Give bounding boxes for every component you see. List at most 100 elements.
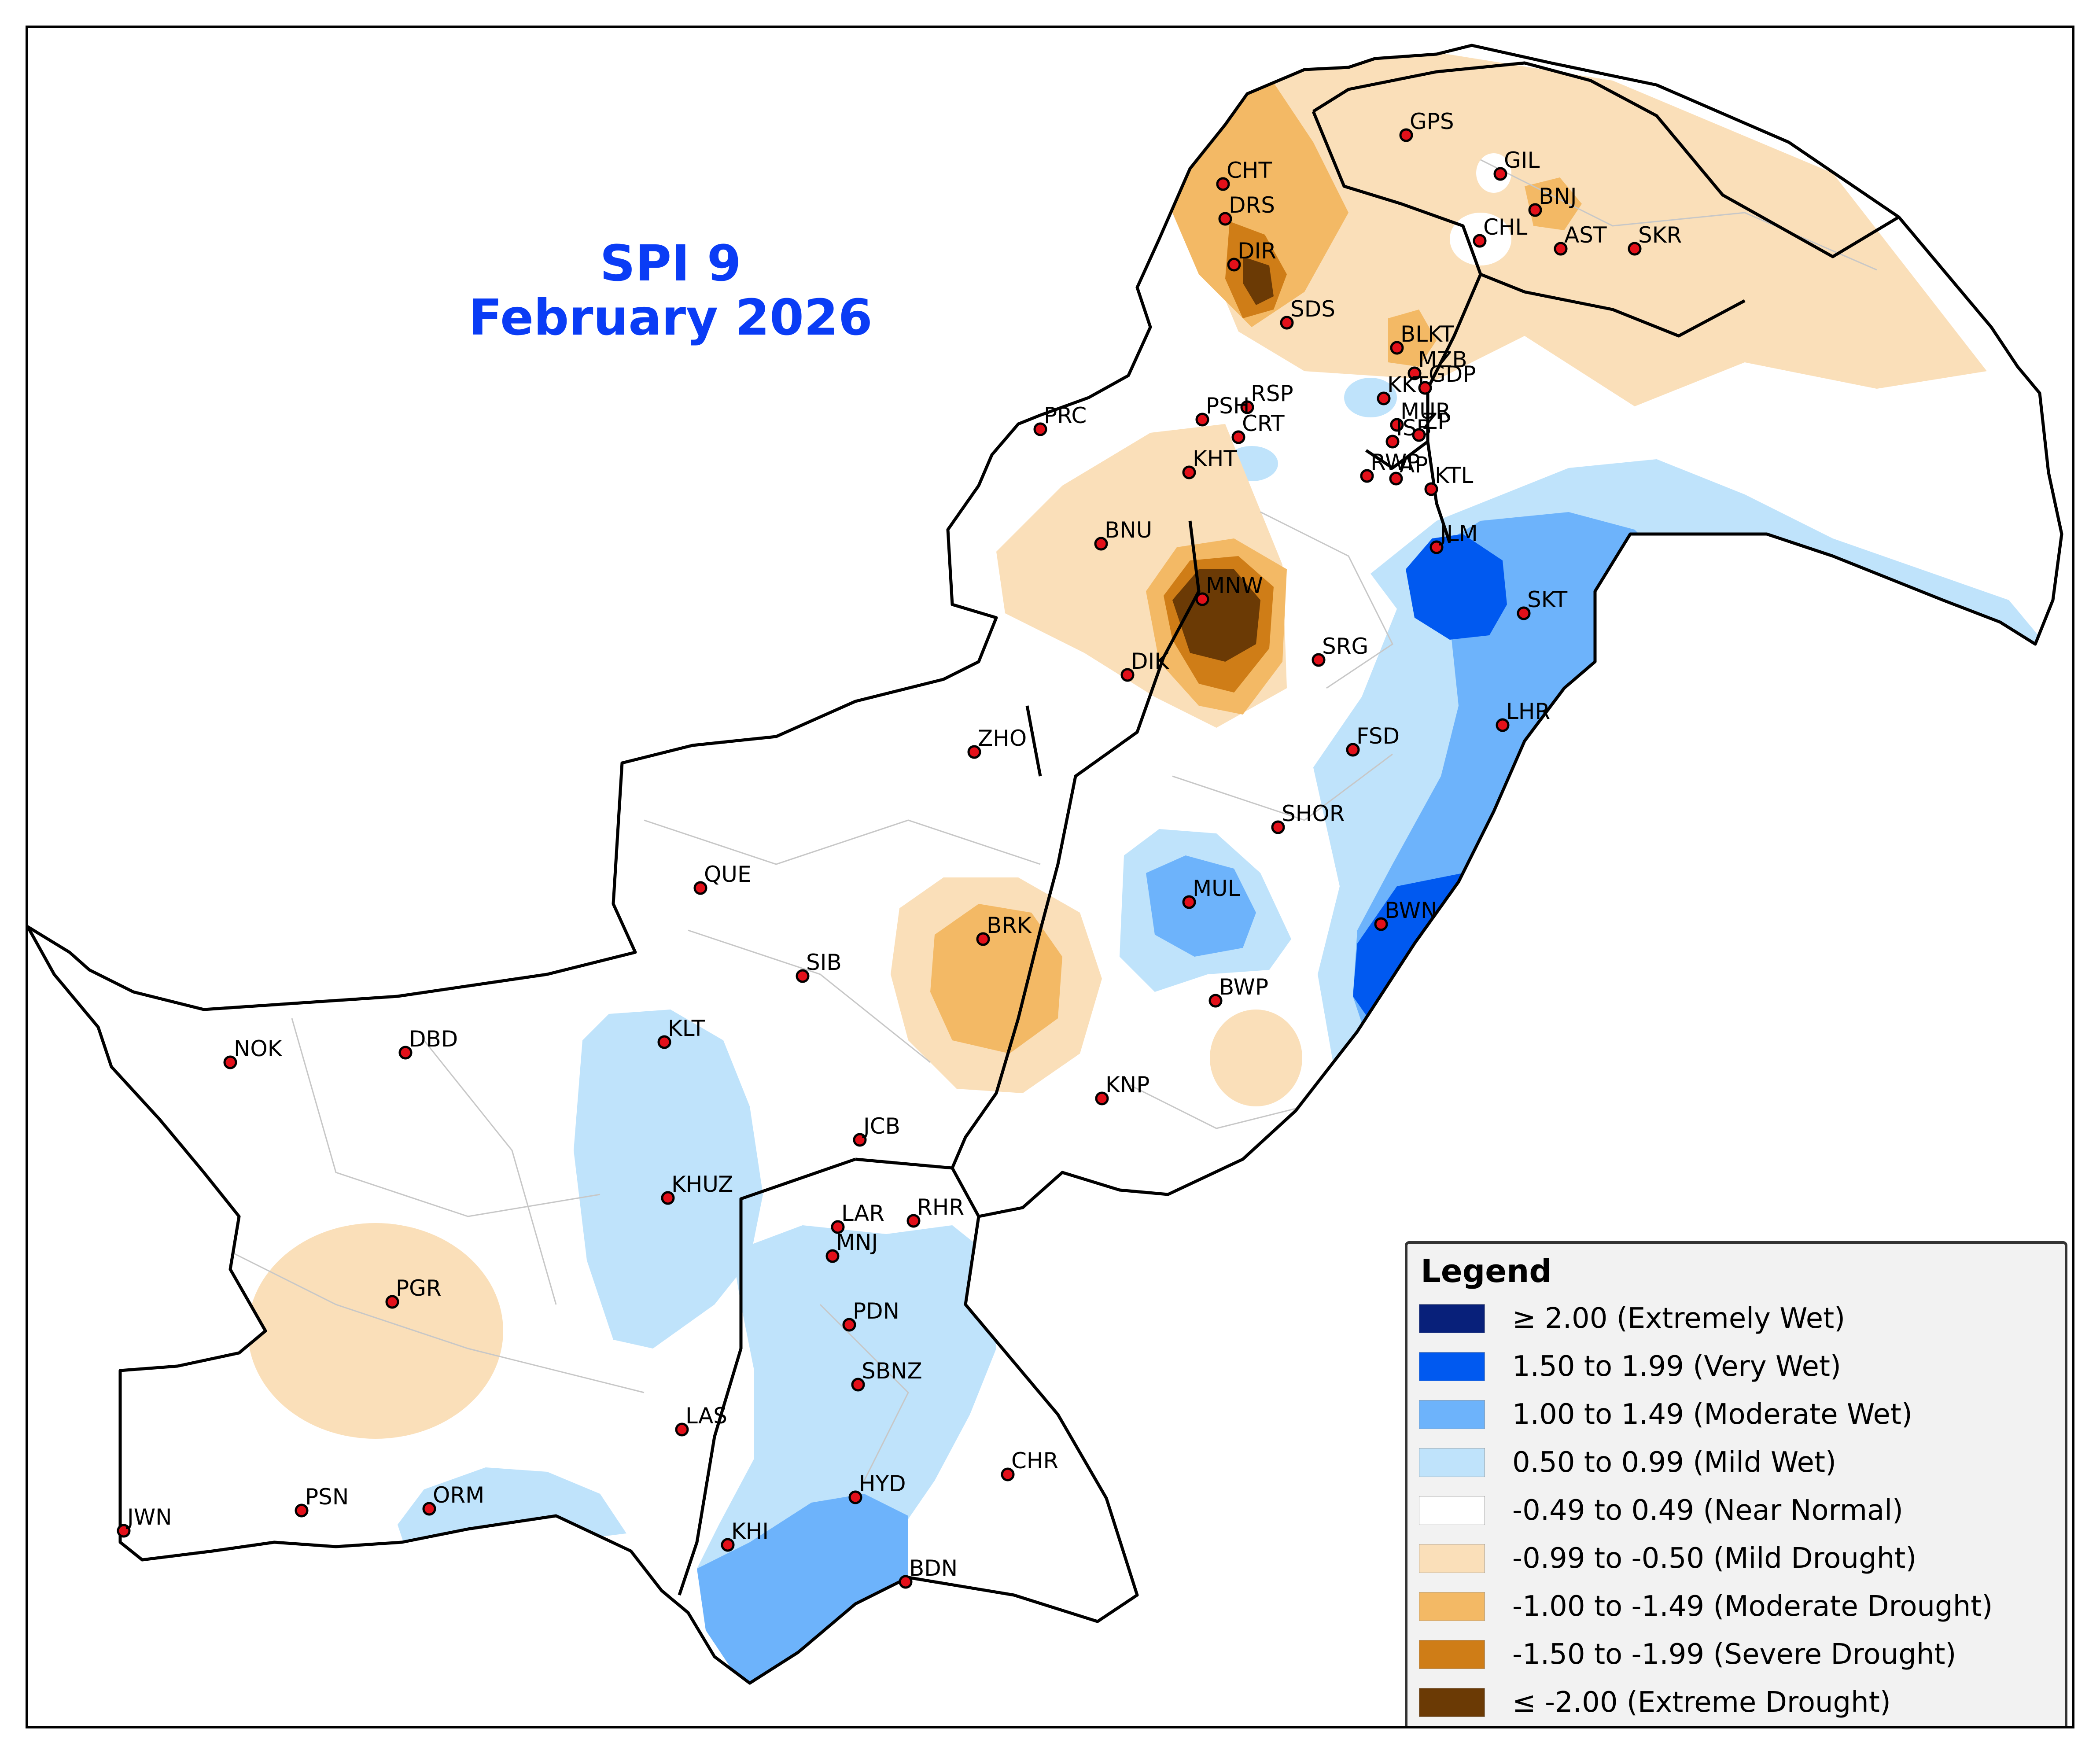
legend-item: ≤ -2.00 (Extreme Drought)	[1419, 1681, 1891, 1724]
station-marker-icon	[1195, 592, 1209, 606]
legend-item: -1.00 to -1.49 (Moderate Drought)	[1419, 1585, 1993, 1628]
station-rsp: RSP	[1240, 381, 1293, 414]
station-hyd: HYD	[848, 1471, 906, 1504]
station-marker-icon	[796, 969, 810, 983]
station-marker-icon	[657, 1035, 671, 1049]
legend-label: -1.00 to -1.49 (Moderate Drought)	[1512, 1590, 1993, 1623]
station-marker-icon	[117, 1524, 131, 1538]
legend-label: -0.49 to 0.49 (Near Normal)	[1512, 1494, 1903, 1527]
station-gil: GIL	[1493, 147, 1540, 181]
station-marker-icon	[295, 1503, 309, 1518]
contour-mild-drought	[248, 1223, 503, 1439]
station-lhr: LHR	[1496, 699, 1550, 732]
station-marker-icon	[1374, 917, 1388, 931]
station-label: BRK	[987, 913, 1032, 938]
station-label: LAR	[841, 1201, 884, 1226]
station-marker-icon	[721, 1538, 735, 1552]
map-frame: GPS GIL CHT BNJ DRS CHL AST SKR DIR SDS BLKT MZB KKT…	[26, 26, 2074, 1728]
station-marker-icon	[1095, 1091, 1109, 1105]
station-jlm: JLM	[1429, 521, 1478, 554]
legend-swatch	[1419, 1496, 1485, 1525]
station-marker-icon	[385, 1295, 399, 1309]
legend-item: 1.00 to 1.49 (Moderate Wet)	[1419, 1393, 1912, 1436]
legend-swatch	[1419, 1400, 1485, 1429]
station-label: PDN	[853, 1298, 899, 1324]
station-label: LHR	[1506, 699, 1550, 724]
station-sib: SIB	[796, 950, 842, 983]
station-label: KHI	[731, 1518, 769, 1544]
station-drs: DRS	[1218, 192, 1275, 226]
station-marker-icon	[1033, 422, 1047, 436]
station-marker-icon	[1377, 391, 1391, 405]
station-label: RWP	[1371, 450, 1420, 475]
station-marker-icon	[1390, 341, 1404, 355]
station-label: AST	[1564, 222, 1607, 248]
legend-label: 1.00 to 1.49 (Moderate Wet)	[1512, 1398, 1912, 1431]
station-label: JCB	[862, 1113, 900, 1139]
station-label: SKR	[1638, 222, 1682, 248]
contour-mild-drought	[1210, 1010, 1302, 1106]
station-mul: MUL	[1182, 876, 1240, 909]
country-border	[28, 44, 2063, 1685]
province-border	[855, 1157, 980, 1217]
map-title: SPI 9	[600, 235, 741, 292]
station-fsd: FSD	[1346, 723, 1400, 757]
station-kht: KHT	[1182, 446, 1237, 479]
contour-moderate-wet	[697, 1494, 908, 1683]
legend-label: ≤ -2.00 (Extreme Drought)	[1512, 1686, 1891, 1719]
station-label: CRT	[1242, 411, 1285, 436]
station-marker-icon	[1280, 316, 1294, 330]
station-blkt: BLKT	[1390, 321, 1454, 355]
station-marker-icon	[967, 745, 981, 759]
station-cht: CHT	[1216, 158, 1272, 191]
station-label: BNJ	[1539, 184, 1577, 209]
station-dik: DIK	[1120, 649, 1169, 682]
station-ap: AP	[1389, 452, 1428, 486]
station-marker-icon	[1399, 128, 1413, 142]
station-marker-icon	[1182, 895, 1196, 909]
district-boundaries	[203, 159, 1877, 1481]
station-marker-icon	[1493, 167, 1507, 181]
legend-swatch	[1419, 1688, 1485, 1717]
station-jwn: JWN	[117, 1504, 172, 1538]
station-marker-icon	[1208, 994, 1223, 1008]
legend-item: -0.99 to -0.50 (Mild Drought)	[1419, 1537, 1916, 1580]
station-mur: MUR	[1390, 398, 1451, 432]
province-border	[1426, 273, 1482, 544]
station-orm: ORM	[422, 1482, 484, 1516]
station-prc: PRC	[1033, 403, 1087, 436]
station-label: MZB	[1418, 347, 1467, 372]
station-label: ZP	[1422, 409, 1451, 434]
station-rhr: RHR	[906, 1194, 964, 1228]
station-label: GPS	[1410, 109, 1454, 134]
station-label: KHT	[1193, 446, 1237, 472]
station-marker-icon	[1424, 482, 1438, 496]
station-label: AP	[1400, 452, 1428, 478]
station-ast: AST	[1554, 222, 1607, 256]
contour-extreme-drought	[1172, 569, 1260, 662]
station-label: HYD	[859, 1471, 906, 1496]
station-label: SKT	[1527, 587, 1568, 612]
station-marker-icon	[1120, 668, 1135, 682]
station-label: DRS	[1229, 192, 1275, 218]
legend-label: -1.50 to -1.99 (Severe Drought)	[1512, 1638, 1956, 1671]
station-label: DBD	[409, 1026, 458, 1052]
station-label: GDP	[1429, 361, 1476, 387]
station-pgr: PGR	[385, 1275, 442, 1309]
station-marker-icon	[1216, 177, 1230, 191]
station-label: LAS	[685, 1403, 727, 1429]
legend-label: 1.50 to 1.99 (Very Wet)	[1512, 1350, 1841, 1383]
station-label: SHOR	[1282, 801, 1345, 826]
map-subtitle: February 2026	[468, 289, 873, 346]
legend: Legend ≥ 2.00 (Extremely Wet) 1.50 to 1.9…	[1405, 1241, 2067, 1726]
contour-moderate-drought	[1525, 177, 1582, 230]
station-marker-icon	[1360, 469, 1374, 483]
station-label: BWP	[1219, 974, 1268, 1000]
station-label: QUE	[704, 862, 752, 887]
station-bnj: BNJ	[1528, 184, 1577, 217]
station-khi: KHI	[721, 1518, 769, 1552]
station-marker-icon	[1001, 1467, 1015, 1481]
station-marker-icon	[398, 1046, 413, 1060]
station-label: BNU	[1105, 517, 1152, 543]
station-marker-icon	[1418, 381, 1432, 395]
